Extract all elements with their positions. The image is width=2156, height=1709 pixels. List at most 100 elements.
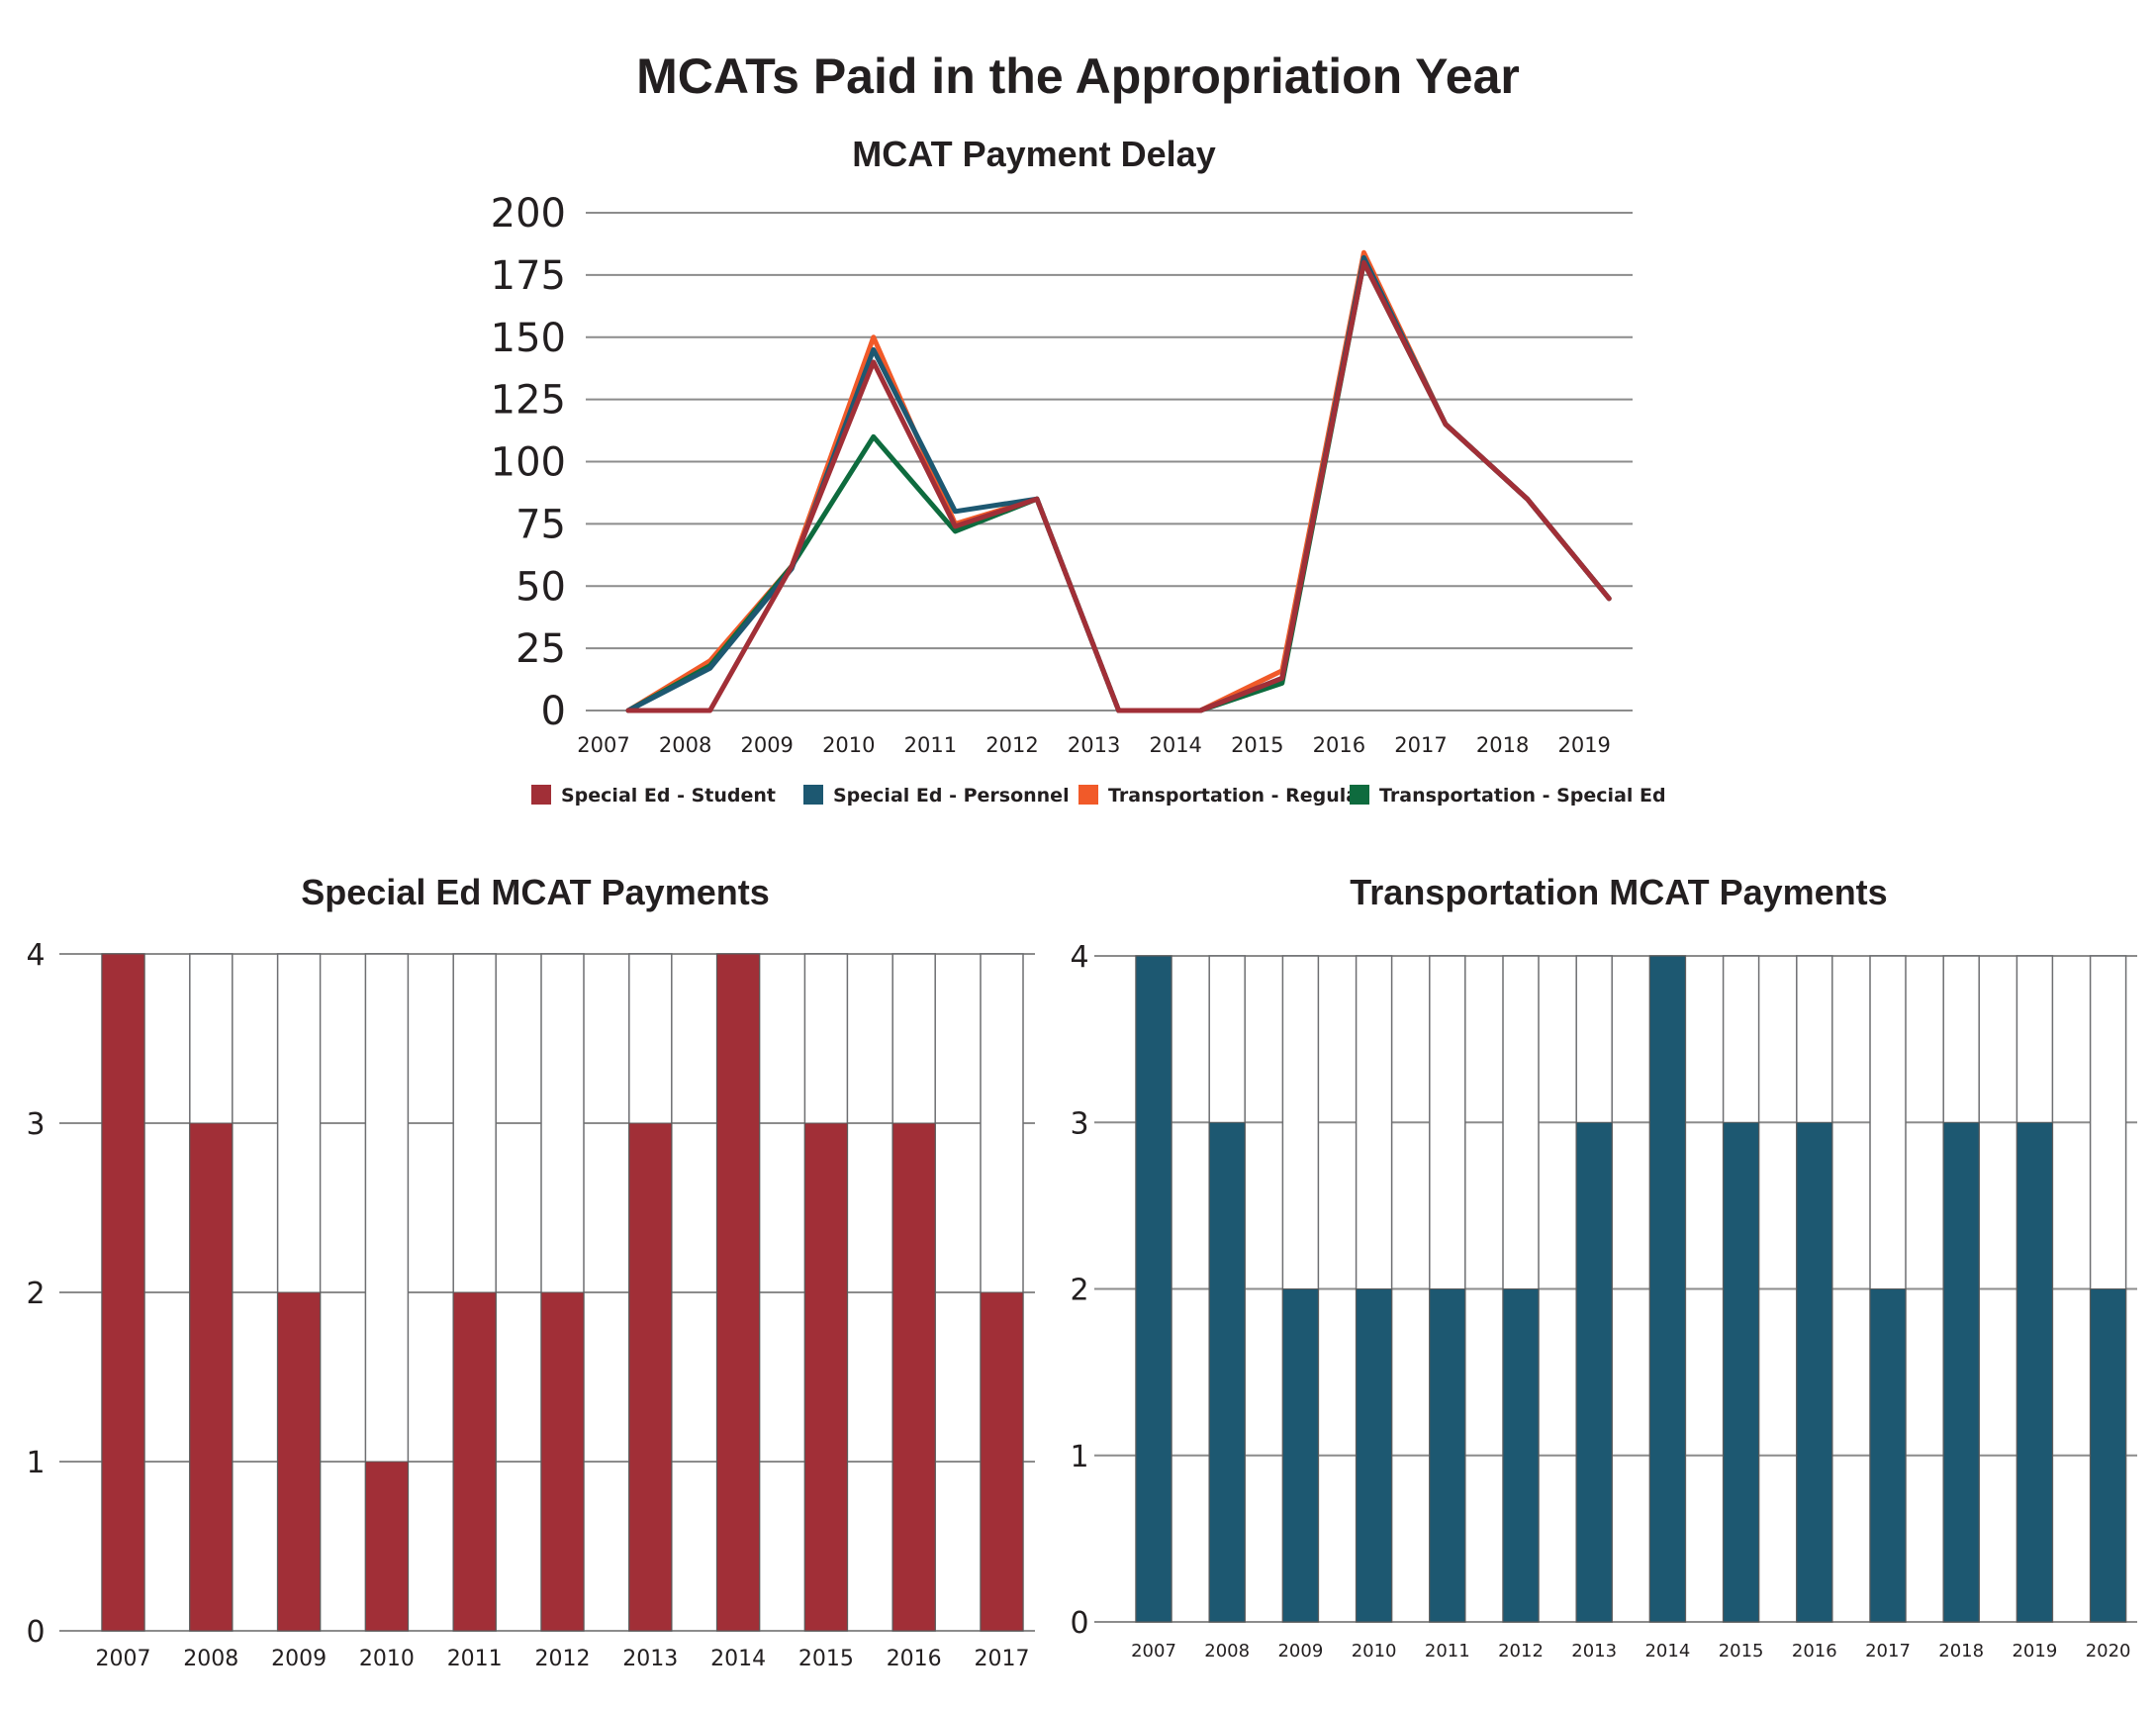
series-line-special-ed-personnel: [625, 254, 1612, 713]
x-tick-2017: 2017: [1394, 733, 1447, 757]
y-tick-1: 1: [1070, 1440, 1088, 1474]
bar-2012: [1502, 1288, 1540, 1623]
y-tick-4: 4: [26, 938, 45, 973]
x-tick-2011: 2011: [904, 733, 957, 757]
bar-2007: [1135, 955, 1172, 1623]
series-line-transportation-regular: [625, 249, 1612, 713]
bar-2014: [716, 953, 761, 1632]
series-line-transportation-special-ed: [625, 259, 1612, 713]
x-tick-2012: 2012: [535, 1647, 591, 1671]
x-tick-2011: 2011: [447, 1647, 503, 1671]
line-chart-title: MCAT Payment Delay: [852, 134, 1215, 174]
y-tick-150: 150: [491, 316, 566, 361]
x-tick-2007: 2007: [577, 733, 629, 757]
bar-2019: [2015, 1121, 2053, 1623]
bar-2015: [803, 1122, 848, 1632]
x-tick-2010: 2010: [1352, 1641, 1397, 1662]
bar-2018: [1942, 1121, 1980, 1623]
bar-2012: [540, 1291, 585, 1632]
bar-2016: [1796, 1121, 1833, 1623]
y-tick-3: 3: [1070, 1106, 1088, 1141]
y-tick-200: 200: [491, 191, 566, 237]
main-title: MCATs Paid in the Appropriation Year: [636, 48, 1520, 104]
legend-label-transportation-regular: Transportation - Regular: [1108, 785, 1368, 807]
line-chart-payment-delay: MCAT Payment Delay 0 25 50 75 100 125 150 175 200…: [491, 134, 1666, 807]
bar-2017: [980, 1291, 1024, 1632]
bar-chart-special-ed: Special Ed MCAT Payments 0 1 2 3 4 2007 2008 200…: [26, 872, 1035, 1671]
y-tick-100: 100: [491, 440, 566, 486]
legend-label-transportation-special-ed: Transportation - Special Ed: [1379, 785, 1666, 807]
y-tick-25: 25: [516, 626, 566, 672]
bar-chart-title: Special Ed MCAT Payments: [301, 872, 769, 912]
x-tick-2009: 2009: [271, 1647, 327, 1671]
y-tick-0: 0: [1070, 1606, 1088, 1641]
legend-label-special-ed-student: Special Ed - Student: [561, 785, 776, 807]
y-tick-1: 1: [26, 1446, 45, 1480]
bar-2008: [1208, 1121, 1246, 1623]
y-tick-75: 75: [516, 502, 566, 547]
bar-2013: [628, 1122, 673, 1632]
bar-chart-transportation: Transportation MCAT Payments 0 1 2 3 4 2007 200…: [1070, 872, 2137, 1662]
x-tick-2017: 2017: [975, 1647, 1030, 1671]
x-tick-2015: 2015: [1719, 1641, 1764, 1662]
bar-2010: [364, 1461, 409, 1632]
x-tick-2015: 2015: [1231, 733, 1283, 757]
x-tick-2016: 2016: [887, 1647, 942, 1671]
legend-swatch-special-ed-student: [531, 785, 551, 805]
bar-2007: [101, 953, 145, 1632]
bar-2009: [277, 1291, 322, 1632]
x-tick-2016: 2016: [1313, 733, 1365, 757]
y-tick-175: 175: [491, 253, 566, 299]
x-tick-2012: 2012: [1498, 1641, 1544, 1662]
x-tick-2013: 2013: [1068, 733, 1120, 757]
legend-label-special-ed-personnel: Special Ed - Personnel: [833, 785, 1070, 807]
y-tick-3: 3: [26, 1107, 45, 1142]
bar-2017: [1869, 1288, 1907, 1623]
x-tick-2016: 2016: [1792, 1641, 1837, 1662]
x-tick-2013: 2013: [1571, 1641, 1617, 1662]
bar-2011: [1429, 1288, 1466, 1623]
x-tick-2009: 2009: [1277, 1641, 1323, 1662]
x-tick-2014: 2014: [1644, 1641, 1690, 1662]
y-tick-0: 0: [541, 689, 566, 734]
legend-swatch-transportation-regular: [1078, 785, 1098, 805]
x-tick-2008: 2008: [1204, 1641, 1250, 1662]
bar-2008: [189, 1122, 234, 1632]
x-tick-2010: 2010: [822, 733, 875, 757]
series-line-special-ed-student: [625, 259, 1612, 713]
x-tick-2018: 2018: [1476, 733, 1529, 757]
x-tick-2011: 2011: [1425, 1641, 1470, 1662]
bar-2016: [891, 1122, 936, 1632]
bar-2010: [1356, 1288, 1393, 1623]
bar-2015: [1723, 1121, 1760, 1623]
bar-2013: [1575, 1121, 1613, 1623]
x-tick-2010: 2010: [359, 1647, 415, 1671]
x-tick-2012: 2012: [985, 733, 1038, 757]
x-tick-2008: 2008: [183, 1647, 238, 1671]
x-tick-2014: 2014: [1149, 733, 1201, 757]
x-tick-2015: 2015: [798, 1647, 854, 1671]
legend-swatch-special-ed-personnel: [803, 785, 823, 805]
x-tick-2009: 2009: [740, 733, 793, 757]
y-tick-4: 4: [1070, 940, 1088, 975]
y-tick-2: 2: [1070, 1274, 1088, 1308]
x-tick-2007: 2007: [96, 1647, 151, 1671]
x-tick-2007: 2007: [1131, 1641, 1176, 1662]
x-tick-2014: 2014: [710, 1647, 766, 1671]
x-tick-2017: 2017: [1865, 1641, 1911, 1662]
y-tick-0: 0: [26, 1615, 45, 1650]
bar-chart-title: Transportation MCAT Payments: [1350, 872, 1887, 912]
x-tick-2019: 2019: [1557, 733, 1610, 757]
x-tick-2020: 2020: [2086, 1641, 2131, 1662]
x-tick-2019: 2019: [2012, 1641, 2057, 1662]
y-tick-2: 2: [26, 1277, 45, 1311]
bar-2020: [2090, 1288, 2127, 1623]
bar-2014: [1648, 955, 1686, 1623]
bar-2011: [452, 1291, 497, 1632]
legend-swatch-transportation-special-ed: [1350, 785, 1369, 805]
bar-2009: [1281, 1288, 1319, 1623]
x-tick-2013: 2013: [622, 1647, 678, 1671]
y-tick-125: 125: [491, 378, 566, 424]
y-tick-50: 50: [516, 564, 566, 610]
